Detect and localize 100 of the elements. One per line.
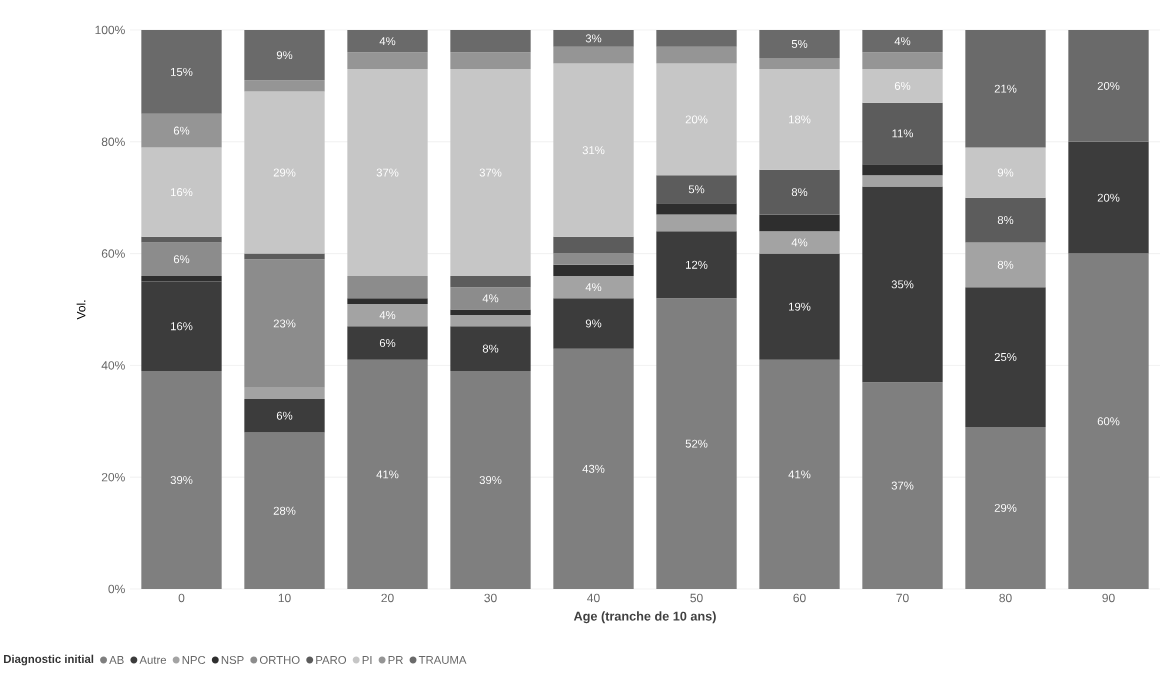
bar xyxy=(347,326,428,360)
bar xyxy=(759,169,840,215)
bar xyxy=(244,91,325,254)
bar xyxy=(450,309,531,316)
data-label: 37% xyxy=(376,168,399,177)
bar xyxy=(347,52,428,70)
legend-title: Diagnostic initial xyxy=(4,654,94,666)
data-label: 5% xyxy=(791,39,808,48)
data-label: 39% xyxy=(170,475,193,484)
bar xyxy=(141,242,222,276)
bar xyxy=(1068,29,1149,142)
bar xyxy=(656,203,737,215)
bar xyxy=(244,387,325,399)
data-label: 52% xyxy=(685,439,708,448)
x-axis-title: Age (tranche de 10 ans) xyxy=(573,611,716,624)
data-label: 4% xyxy=(379,311,396,320)
bar xyxy=(347,359,428,589)
bar xyxy=(862,382,943,589)
data-label: 20% xyxy=(1097,193,1120,202)
bar xyxy=(862,175,943,187)
y-tick-label: 20% xyxy=(101,472,125,482)
bar xyxy=(656,29,737,47)
bar xyxy=(553,275,634,299)
data-label: 4% xyxy=(791,238,808,247)
x-tick-label: 10 xyxy=(278,593,291,603)
bar xyxy=(244,29,325,81)
data-label: 9% xyxy=(276,51,293,60)
data-label: 20% xyxy=(1097,81,1120,90)
bar xyxy=(347,275,428,299)
bar xyxy=(862,69,943,103)
bar xyxy=(141,275,222,282)
data-label: 4% xyxy=(379,37,396,46)
bar xyxy=(141,29,222,114)
bar xyxy=(244,398,325,433)
data-label: 35% xyxy=(891,280,914,289)
x-tick-label: 50 xyxy=(690,593,703,603)
data-label: 8% xyxy=(997,216,1014,225)
x-tick-label: 20 xyxy=(381,593,394,603)
bar xyxy=(759,253,840,360)
y-tick-label: 60% xyxy=(101,249,125,258)
data-label: 28% xyxy=(273,506,296,515)
bar xyxy=(141,236,222,243)
bar xyxy=(965,426,1046,589)
bar xyxy=(244,253,325,260)
bar xyxy=(759,57,840,70)
data-label: 43% xyxy=(582,464,605,473)
data-label: 41% xyxy=(376,470,399,479)
x-tick-label: 40 xyxy=(587,593,600,603)
bar xyxy=(553,236,634,254)
bar xyxy=(965,242,1046,288)
bar xyxy=(450,29,531,53)
y-tick-label: 0% xyxy=(108,584,125,594)
data-label: 37% xyxy=(891,481,914,490)
bar xyxy=(965,29,1046,148)
x-tick-label: 70 xyxy=(896,593,909,603)
bar xyxy=(862,186,943,383)
data-label: 41% xyxy=(788,470,811,479)
data-label: 6% xyxy=(379,339,396,348)
data-label: 8% xyxy=(791,188,808,197)
data-label: 6% xyxy=(276,411,293,420)
bar xyxy=(141,370,222,589)
data-label: 9% xyxy=(585,319,602,328)
bar xyxy=(862,102,943,165)
data-label: 6% xyxy=(894,81,911,90)
bar xyxy=(759,214,840,232)
bar xyxy=(347,29,428,53)
data-label: 11% xyxy=(892,129,914,138)
bar xyxy=(244,80,325,92)
x-tick-label: 60 xyxy=(793,593,806,603)
legend-label: PR xyxy=(388,656,403,664)
data-label: 5% xyxy=(688,185,705,194)
bar xyxy=(759,231,840,254)
y-tick-label: 100% xyxy=(95,25,125,35)
data-label: 4% xyxy=(894,37,911,46)
data-label: 6% xyxy=(173,126,190,135)
bar xyxy=(759,29,840,58)
data-label: 21% xyxy=(994,84,1017,93)
data-label: 23% xyxy=(273,319,296,328)
legend-label: PI xyxy=(362,656,372,664)
bar xyxy=(141,113,222,148)
legend-label: TRAUMA xyxy=(418,656,467,664)
bar xyxy=(141,281,222,371)
data-label: 6% xyxy=(173,255,190,264)
bar xyxy=(450,315,531,327)
legend-label: Autre xyxy=(139,656,167,664)
data-label: 4% xyxy=(482,294,499,303)
bar xyxy=(1068,253,1149,589)
bar xyxy=(759,69,840,170)
bar xyxy=(656,46,737,64)
data-label: 16% xyxy=(171,322,193,331)
bar xyxy=(553,264,634,276)
bar xyxy=(759,359,840,589)
data-label: 39% xyxy=(479,475,502,484)
bar xyxy=(347,298,428,304)
bar xyxy=(656,298,737,589)
bar xyxy=(862,29,943,53)
data-label: 19% xyxy=(789,302,811,311)
bar xyxy=(450,326,531,371)
bar xyxy=(450,287,531,310)
data-label: 29% xyxy=(994,503,1017,512)
